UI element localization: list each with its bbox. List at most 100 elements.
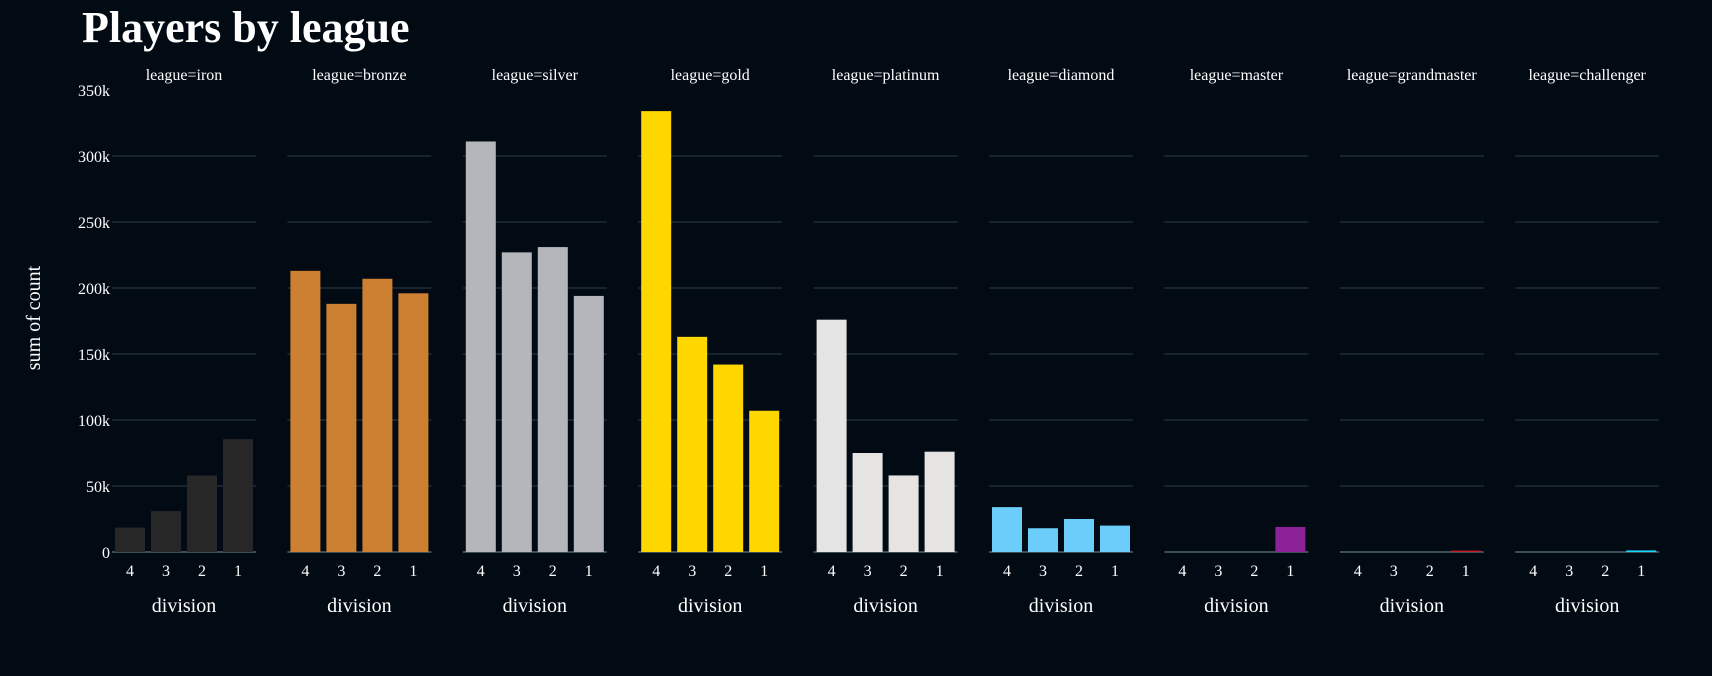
x-tick-label: 1 [760, 563, 768, 580]
x-axis-label: division [327, 595, 391, 617]
facet-bronze: league=bronze 4 3 2 1 division [287, 67, 432, 617]
x-tick-label: 1 [1637, 563, 1645, 580]
facet-label: league=platinum [832, 67, 940, 84]
x-tick-label: 2 [198, 563, 206, 580]
facet-grandmaster: league=grandmaster 4 3 2 1 division [1339, 67, 1484, 617]
x-tick-label: 4 [1003, 563, 1011, 580]
x-tick-label: 3 [337, 563, 345, 580]
x-axis-label: division [503, 595, 567, 617]
x-tick-label: 1 [585, 563, 593, 580]
y-tick-label: 100k [78, 413, 110, 430]
facet-gold: league=gold 4 3 2 1 division [638, 67, 783, 617]
x-axis-label: division [678, 595, 742, 617]
x-tick-label: 1 [936, 563, 944, 580]
x-tick-label: 3 [1390, 563, 1398, 580]
facet-label: league=grandmaster [1347, 67, 1478, 84]
y-tick-label: 50k [86, 479, 110, 496]
x-tick-label: 3 [1214, 563, 1222, 580]
bar [501, 252, 532, 553]
x-tick-label: 4 [126, 563, 134, 580]
bar [290, 270, 321, 552]
facet-label: league=challenger [1528, 67, 1646, 84]
bar [749, 410, 780, 552]
bar [713, 364, 744, 552]
x-axis-label: division [1555, 595, 1619, 617]
bar [115, 527, 145, 552]
bar [326, 303, 357, 552]
x-tick-label: 2 [1601, 563, 1609, 580]
facets: 0 50k 100k 150k 200k 250k 300k 350k league=iron 4… [78, 67, 1660, 617]
x-tick-label: 1 [1286, 563, 1294, 580]
x-tick-label: 2 [1075, 563, 1083, 580]
facet-platinum: league=platinum 4 3 2 1 division [813, 67, 958, 617]
x-tick-label: 1 [409, 563, 417, 580]
bar [398, 293, 429, 552]
x-tick-label: 4 [477, 563, 485, 580]
facet-challenger: league=challenger 4 3 2 1 division [1515, 67, 1660, 617]
facet-label: league=master [1190, 67, 1284, 84]
chart-title: Players by league [82, 3, 410, 52]
x-tick-label: 2 [724, 563, 732, 580]
bar [1028, 528, 1058, 552]
x-tick-label: 3 [864, 563, 872, 580]
x-tick-label: 4 [828, 563, 836, 580]
x-axis-label: division [1204, 595, 1268, 617]
y-tick-label: 300k [78, 149, 110, 166]
bar [151, 511, 181, 552]
y-tick-label: 150k [78, 347, 110, 364]
x-tick-label: 2 [549, 563, 557, 580]
y-tick-label: 250k [78, 215, 110, 232]
x-axis-label: division [1380, 595, 1444, 617]
x-tick-label: 3 [688, 563, 696, 580]
x-tick-label: 3 [1039, 563, 1047, 580]
x-axis-label: division [1029, 595, 1093, 617]
bar [1064, 519, 1094, 552]
facet-label: league=diamond [1008, 67, 1115, 84]
facet-diamond: league=diamond 4 3 2 1 division [989, 67, 1133, 617]
facet-silver: league=silver 4 3 2 1 division [462, 67, 607, 617]
bar [992, 507, 1022, 552]
x-tick-label: 4 [1178, 563, 1186, 580]
facet-iron: league=iron 4 3 2 1 division [112, 67, 256, 617]
facet-label: league=gold [671, 67, 750, 84]
x-axis-label: division [853, 595, 917, 617]
bar [537, 247, 568, 552]
x-tick-label: 4 [1529, 563, 1537, 580]
bar [187, 475, 217, 552]
bar [573, 295, 604, 552]
facet-label: league=bronze [312, 67, 406, 84]
bar [852, 453, 883, 552]
facet-label: league=silver [492, 67, 579, 84]
facet-master: league=master 4 3 2 1 division [1164, 67, 1309, 617]
bar [223, 439, 253, 552]
x-tick-label: 1 [234, 563, 242, 580]
bar [888, 475, 919, 552]
x-tick-label: 3 [162, 563, 170, 580]
bar [1450, 550, 1481, 552]
bar [1275, 526, 1306, 552]
x-tick-label: 1 [1462, 563, 1470, 580]
bar [1100, 525, 1130, 552]
facet-label: league=iron [146, 67, 223, 84]
bar [362, 278, 393, 552]
x-tick-label: 4 [301, 563, 309, 580]
y-tick-label: 200k [78, 281, 110, 298]
x-tick-label: 4 [652, 563, 660, 580]
bar [465, 141, 496, 553]
bar [816, 319, 847, 552]
x-tick-label: 2 [1250, 563, 1258, 580]
bar [677, 336, 708, 552]
x-tick-label: 1 [1111, 563, 1119, 580]
bar [1626, 550, 1657, 552]
x-tick-label: 4 [1354, 563, 1362, 580]
bar [924, 451, 955, 552]
x-tick-label: 2 [373, 563, 381, 580]
bar [641, 111, 672, 553]
x-tick-label: 2 [900, 563, 908, 580]
y-tick-label: 350k [78, 83, 110, 100]
y-axis-label: sum of count [23, 265, 45, 370]
x-axis-label: division [152, 595, 216, 617]
y-tick-label: 0 [102, 545, 110, 562]
